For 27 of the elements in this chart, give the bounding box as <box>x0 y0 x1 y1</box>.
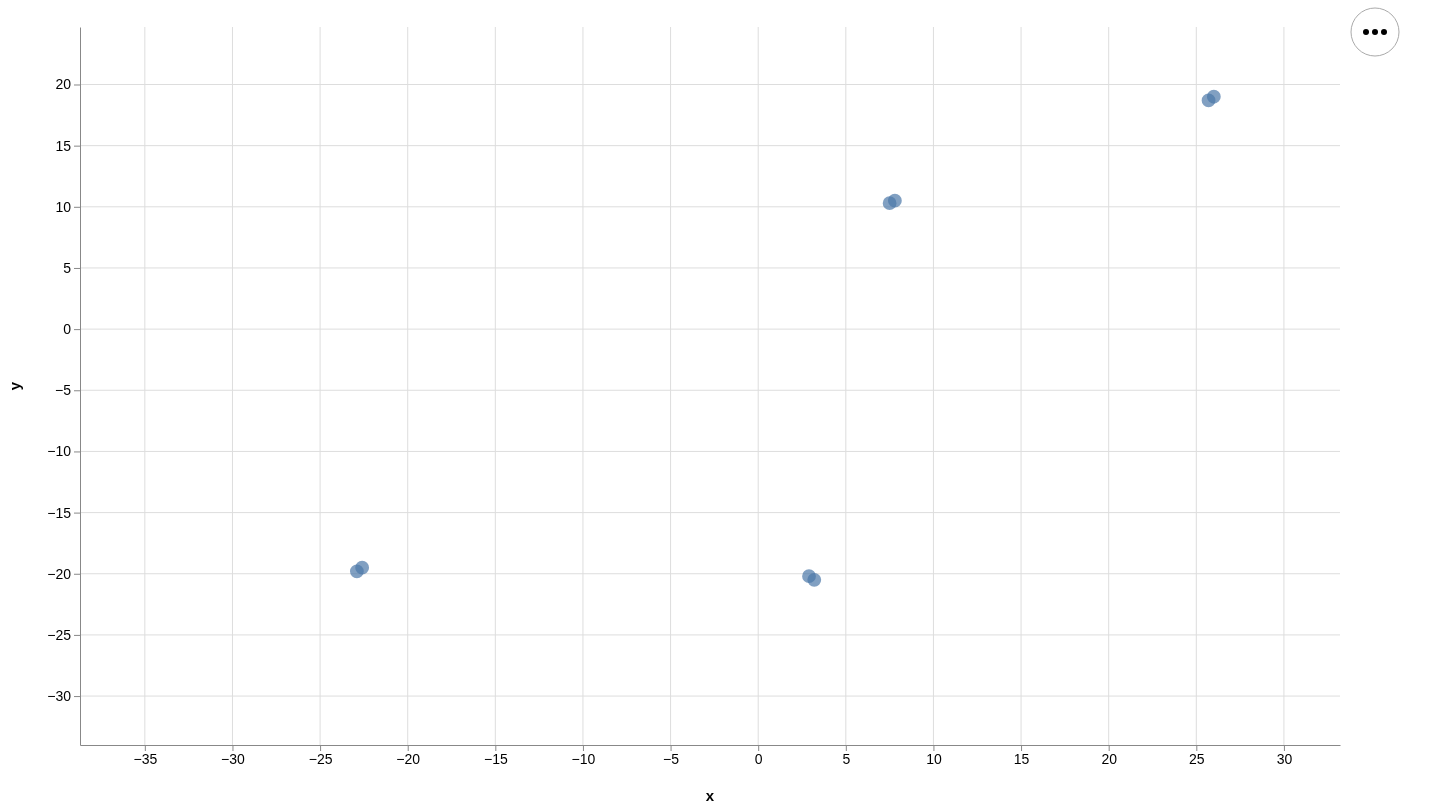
y-tick-label: 20 <box>55 76 72 93</box>
x-tick-label: 10 <box>926 750 942 767</box>
x-tick-label: 30 <box>1276 750 1293 767</box>
x-tick-label: 5 <box>842 750 851 767</box>
y-tick-label: 5 <box>63 259 72 276</box>
y-tick-label: −20 <box>47 565 72 582</box>
x-tick-label: −10 <box>571 750 596 767</box>
y-tick-label: 15 <box>55 137 72 154</box>
y-tick-label: −5 <box>55 382 72 399</box>
x-tick-label: −5 <box>663 750 680 767</box>
y-tick-label: −15 <box>47 504 72 521</box>
y-tick-label: 10 <box>55 198 72 215</box>
x-tick-label: 15 <box>1013 750 1030 767</box>
x-tick-label: 20 <box>1101 750 1118 767</box>
x-tick-label: −30 <box>221 750 246 767</box>
x-tick-label: −25 <box>308 750 333 767</box>
y-tick-label: −25 <box>47 626 72 643</box>
y-tick-label: −10 <box>47 443 72 460</box>
x-tick-label: −15 <box>483 750 508 767</box>
x-axis-title: x <box>705 787 715 804</box>
y-axis-title: y <box>6 381 23 391</box>
x-tick-label: 0 <box>754 750 763 767</box>
x-tick-label: 25 <box>1189 750 1205 767</box>
x-tick-label: −35 <box>133 750 158 767</box>
x-tick-label: −20 <box>396 750 421 767</box>
y-tick-label: −30 <box>47 688 72 705</box>
y-tick-label: 0 <box>63 321 72 338</box>
